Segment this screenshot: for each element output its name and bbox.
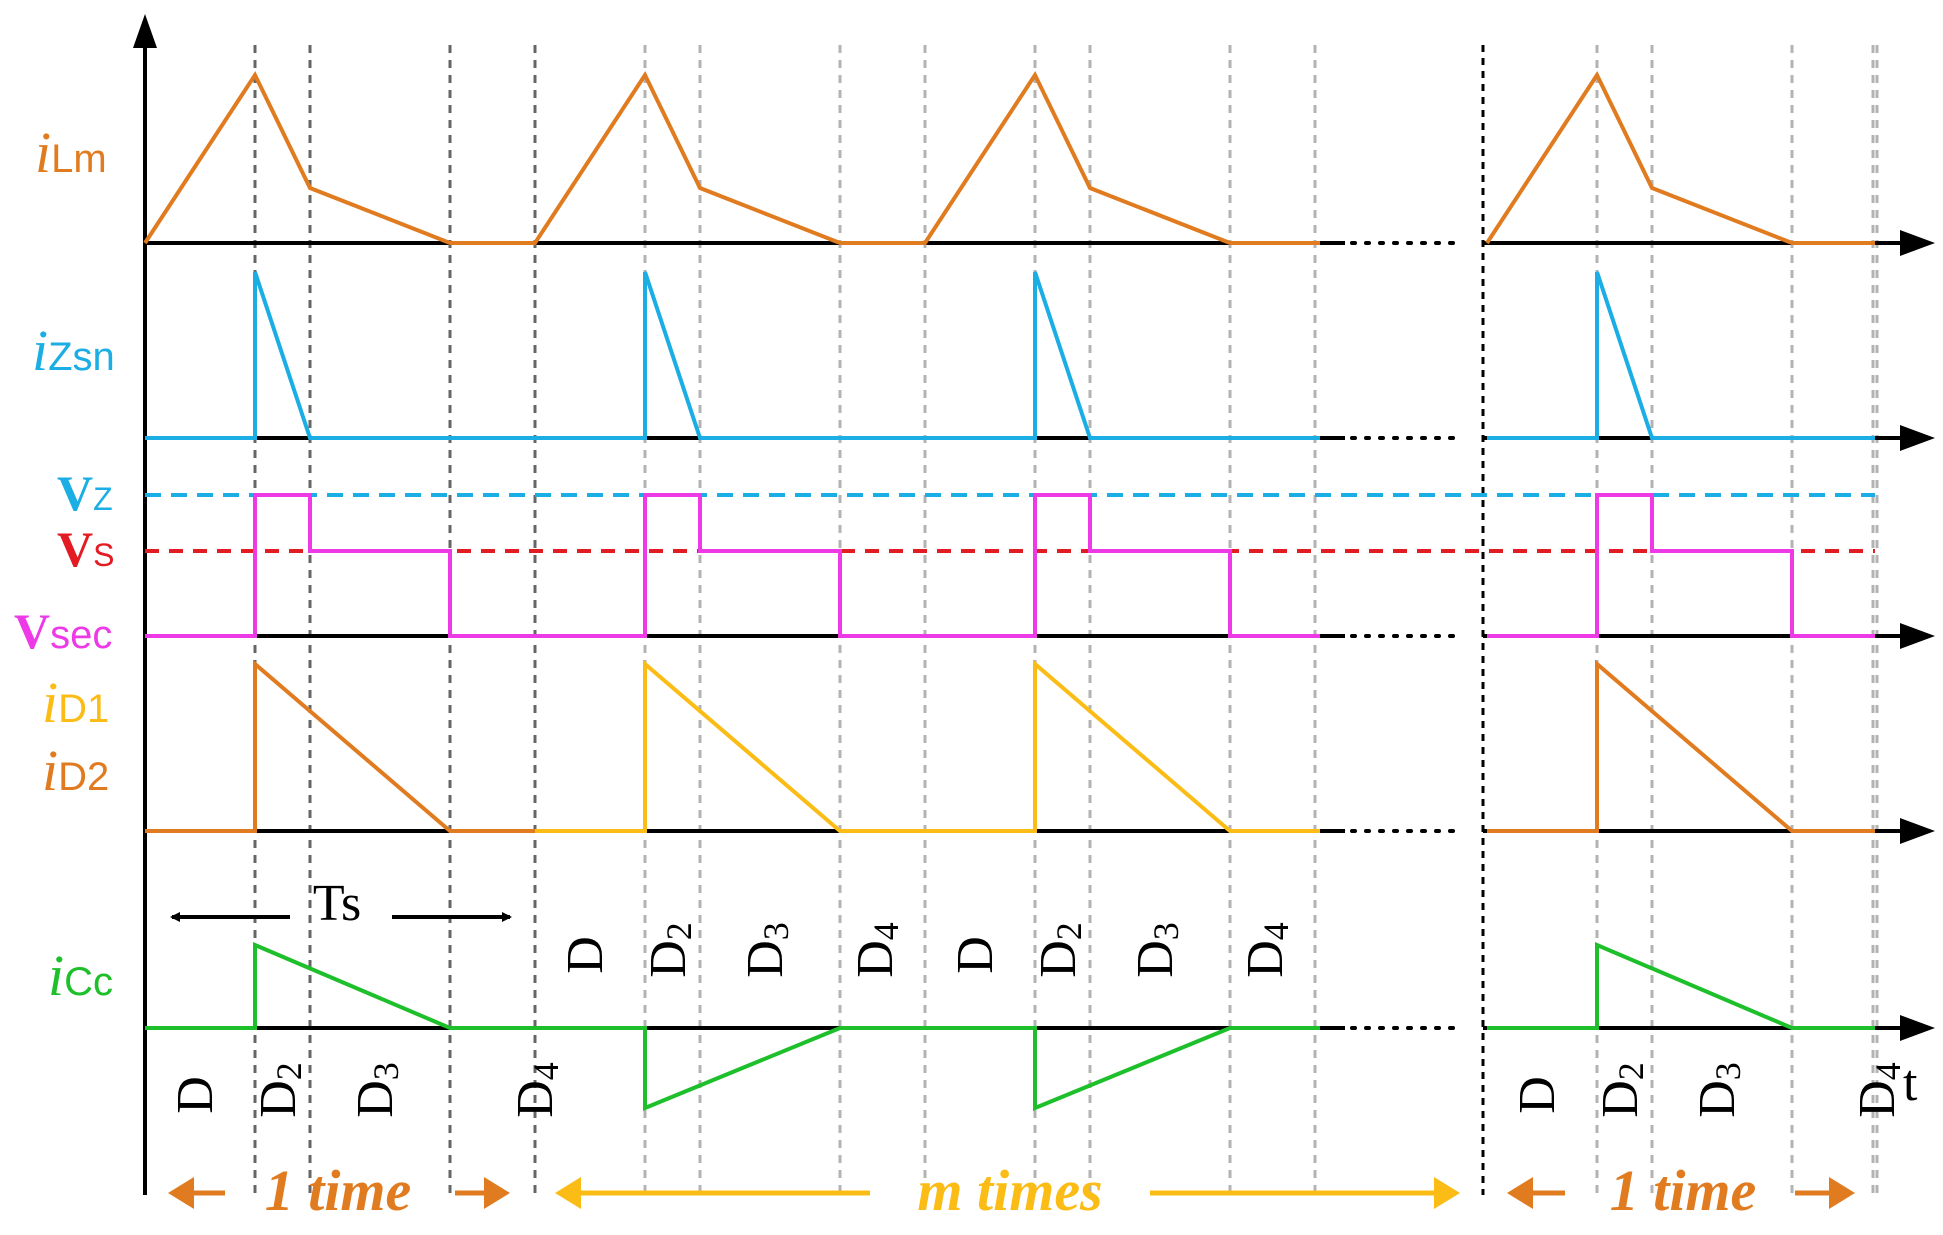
- interval-label-D3-subscript: 3: [1146, 922, 1186, 940]
- iZsn-waveform: [145, 271, 1320, 440]
- interval-label-D3: D3: [1689, 1062, 1748, 1118]
- vertical-axis-arrowhead: [133, 14, 157, 48]
- interval-label-D: D: [1509, 1076, 1566, 1114]
- interval-label-D: D: [947, 936, 1004, 974]
- group-arrowhead: [1434, 1177, 1460, 1209]
- label-iD1: iD1: [42, 670, 109, 735]
- interval-label-D-text: D: [557, 936, 614, 974]
- interval-label-D4-text: D: [1849, 1080, 1906, 1118]
- iCc-waveform: [1487, 941, 1875, 1030]
- interval-label-D2-subscript: 2: [1611, 1062, 1651, 1080]
- label-iLm: iLm: [35, 120, 107, 185]
- interval-label-D2: D2: [640, 922, 699, 978]
- interval-label-D4-text: D: [1237, 940, 1294, 978]
- iLm-waveform: [1485, 70, 1875, 245]
- interval-label-D3-text: D: [737, 940, 794, 978]
- Vsec-waveform: [145, 493, 1320, 638]
- interval-label-D4: D4: [847, 922, 906, 978]
- interval-label-D2-subscript: 2: [1049, 922, 1089, 940]
- interval-label-D2-text: D: [640, 940, 697, 978]
- interval-label-D4-subscript: 4: [866, 922, 906, 940]
- period-marker: Ts: [170, 875, 512, 932]
- group-arrowhead: [1507, 1177, 1533, 1209]
- interval-label-D3-text: D: [1689, 1080, 1746, 1118]
- Vsec-waveform: [1487, 493, 1875, 638]
- group-arrowhead: [1829, 1177, 1855, 1209]
- group-arrows: [168, 1177, 1855, 1209]
- interval-label-D4-subscript: 4: [1256, 922, 1296, 940]
- interval-label-D2-text: D: [1030, 940, 1087, 978]
- interval-label-D2-text: D: [1592, 1080, 1649, 1118]
- iD2-waveform: [145, 659, 535, 833]
- time-axis-label: t: [1903, 1055, 1918, 1112]
- iD2-waveform: [1487, 659, 1875, 833]
- interval-label-D3: D3: [737, 922, 796, 978]
- label-iZsn: iZsn: [32, 318, 115, 383]
- interval-label-D-text: D: [947, 936, 1004, 974]
- time-axis-arrowhead: [1900, 818, 1935, 844]
- interval-label-D4-text: D: [847, 940, 904, 978]
- interval-label-D2: D2: [1030, 922, 1089, 978]
- interval-label-D3-text: D: [347, 1080, 404, 1118]
- interval-label-D4-subscript: 4: [1868, 1062, 1908, 1080]
- waveforms: [143, 70, 1875, 1111]
- period-label: Ts: [313, 875, 361, 932]
- interval-label-D3-subscript: 3: [1708, 1062, 1748, 1080]
- group-middle-label: m times: [917, 1158, 1102, 1223]
- interval-label-D4: D4: [1237, 922, 1296, 978]
- label-iCc: iCc: [48, 943, 113, 1008]
- label-iD2: iD2: [42, 738, 109, 803]
- interval-label-D4: D4: [507, 1062, 566, 1118]
- interval-label-D4: D4: [1849, 1062, 1908, 1118]
- interval-label-D2: D2: [1592, 1062, 1651, 1118]
- interval-label-D2-subscript: 2: [659, 922, 699, 940]
- interval-label-D2: D2: [250, 1062, 309, 1118]
- interval-grid-lines: [253, 45, 1879, 1195]
- interval-label-D2-subscript: 2: [269, 1062, 309, 1080]
- interval-label-D3: D3: [347, 1062, 406, 1118]
- label-Vsec: Vsec: [14, 603, 112, 659]
- interval-label-D-text: D: [167, 1076, 224, 1114]
- group-arrowhead: [168, 1177, 194, 1209]
- interval-label-D3-text: D: [1127, 940, 1184, 978]
- signal-labels: iLm iZsn VZ VS Vsec iD1 iD2 iCc: [14, 120, 115, 1008]
- interval-label-D4-subscript: 4: [526, 1062, 566, 1080]
- interval-label-D: D: [167, 1076, 224, 1114]
- iLm-waveform: [143, 70, 1320, 245]
- time-axis-arrowhead: [1900, 230, 1935, 256]
- label-Vz: VZ: [57, 465, 113, 521]
- group-arrowhead: [555, 1177, 581, 1209]
- interval-label-D2-text: D: [250, 1080, 307, 1118]
- iD1-waveform: [535, 659, 1320, 833]
- interval-label-D4-text: D: [507, 1080, 564, 1118]
- time-axis-arrowhead: [1900, 1015, 1935, 1041]
- group-last-label: 1 time: [1610, 1158, 1757, 1223]
- interval-label-D-text: D: [1509, 1076, 1566, 1114]
- group-arrowhead: [484, 1177, 510, 1209]
- iCc-waveform: [145, 941, 1320, 1111]
- interval-label-D: D: [557, 936, 614, 974]
- group-first-label: 1 time: [265, 1158, 412, 1223]
- interval-label-D3: D3: [1127, 922, 1186, 978]
- interval-label-D3-subscript: 3: [366, 1062, 406, 1080]
- time-axis-arrowhead: [1900, 623, 1935, 649]
- interval-label-D3-subscript: 3: [756, 922, 796, 940]
- label-Vs: VS: [57, 521, 114, 577]
- time-axis-arrowhead: [1900, 425, 1935, 451]
- iZsn-waveform: [1487, 271, 1875, 440]
